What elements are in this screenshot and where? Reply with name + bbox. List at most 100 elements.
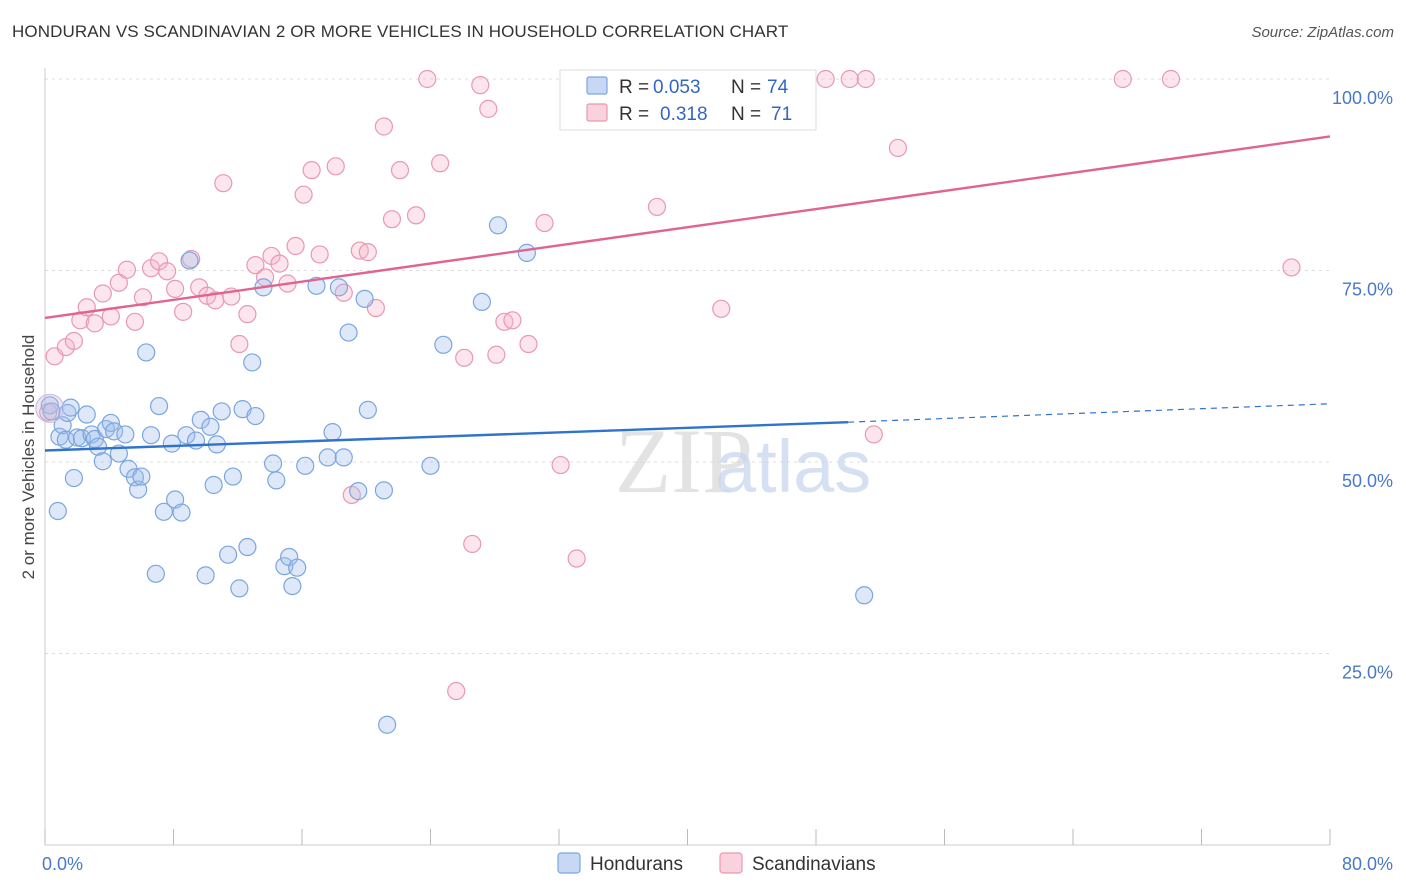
- honduran-point: [40, 396, 59, 415]
- honduran-point: [137, 343, 156, 362]
- cluster-point: [35, 393, 65, 423]
- bottom-legend-scandinavians: Scandinavians: [752, 854, 876, 875]
- scandinavian-point: [230, 334, 249, 354]
- legend-n-label: N =: [731, 104, 761, 125]
- honduran-point: [58, 403, 77, 423]
- honduran-point: [154, 502, 173, 521]
- honduran-point: [283, 576, 302, 596]
- scandinavian-point: [463, 534, 482, 554]
- honduran-point: [855, 586, 874, 605]
- scandinavian-point: [310, 245, 329, 264]
- honduran-point: [48, 501, 67, 521]
- x-tick-label: 0.0%: [42, 854, 83, 874]
- legend-n-label: N =: [731, 77, 761, 98]
- scandinavian-point: [519, 334, 538, 354]
- honduran-point: [42, 402, 61, 421]
- honduran-point: [212, 402, 231, 421]
- y-tick-label: 25.0%: [1342, 663, 1393, 683]
- honduran-point: [288, 558, 307, 577]
- honduran-point: [329, 278, 349, 297]
- axes: [44, 68, 1331, 846]
- scandinavian-point: [856, 69, 875, 89]
- honduran-point: [196, 566, 215, 585]
- scandinavian-point: [551, 455, 570, 475]
- honduran-point: [488, 216, 508, 235]
- scandinavian-point: [487, 345, 506, 364]
- scandinavian-point: [133, 288, 153, 307]
- honduran-point: [109, 444, 128, 463]
- scandinavian-point: [864, 425, 883, 444]
- bottom-legend-swatch-scandinavians: [719, 852, 743, 874]
- honduran-point: [72, 429, 92, 448]
- honduran-point: [61, 398, 80, 417]
- honduran-point: [104, 422, 124, 441]
- trend-lines: [44, 135, 1331, 452]
- scandinavian-point: [418, 69, 437, 89]
- scandinavian-point: [302, 161, 321, 180]
- chart-source: Source: ZipAtlas.com: [1251, 24, 1394, 41]
- honduran-point: [355, 289, 374, 308]
- scandinavian-point: [246, 256, 265, 275]
- y-tick-labels: 25.0% 50.0% 75.0% 100.0%: [1332, 88, 1393, 683]
- scandinavian-point: [270, 254, 289, 273]
- hondurans-trend-extension: [848, 403, 1331, 423]
- scandinavian-point: [382, 210, 402, 229]
- scandinavian-point: [1161, 69, 1181, 89]
- scandinavian-point: [455, 348, 474, 367]
- honduran-point: [434, 335, 453, 354]
- honduran-point: [296, 456, 315, 475]
- scandinavian-point: [157, 262, 177, 281]
- x-tick-labels: 0.0% 80.0%: [42, 854, 1393, 874]
- honduran-point: [243, 353, 262, 372]
- scandinavian-point: [567, 549, 586, 568]
- honduran-point: [68, 428, 87, 447]
- honduran-point: [374, 481, 394, 500]
- honduran-point: [318, 448, 337, 467]
- legend-r-value-hondurans: 0.053: [653, 77, 701, 98]
- honduran-point: [263, 454, 283, 473]
- chart-title: HONDURAN VS SCANDINAVIAN 2 OR MORE VEHIC…: [12, 22, 789, 41]
- honduran-point: [204, 475, 223, 495]
- bottom-legend-swatch-hondurans: [557, 852, 581, 874]
- legend-swatch-hondurans: [586, 76, 608, 95]
- grid-lines: [45, 78, 1330, 654]
- honduran-point: [177, 426, 196, 445]
- scandinavian-point: [1113, 69, 1132, 89]
- honduran-point: [201, 417, 220, 436]
- scandinavian-point: [85, 314, 104, 333]
- honduran-point: [472, 292, 491, 312]
- scandinavian-point: [406, 206, 426, 225]
- y-tick-label: 50.0%: [1342, 471, 1393, 491]
- y-tick-label: 75.0%: [1342, 280, 1393, 300]
- honduran-point: [180, 251, 199, 270]
- honduran-point: [378, 715, 397, 734]
- scandinavian-point: [888, 138, 908, 158]
- hondurans-trend-line: [44, 420, 849, 452]
- scandinavian-point: [503, 311, 522, 330]
- honduran-point: [191, 410, 210, 429]
- honduran-point: [349, 482, 368, 501]
- scandinavian-point: [93, 284, 112, 303]
- honduran-point: [64, 468, 84, 488]
- honduran-point: [149, 396, 169, 416]
- scandinavian-point: [1282, 258, 1301, 277]
- scandinavian-point: [326, 157, 345, 176]
- honduran-point: [141, 426, 161, 445]
- scandinavian-point: [431, 154, 450, 173]
- bottom-legend-hondurans: Hondurans: [590, 854, 683, 875]
- honduran-point: [172, 503, 191, 522]
- scandinavian-point: [712, 299, 731, 318]
- scandinavian-point: [64, 331, 84, 351]
- bottom-legend: Hondurans Scandinavians: [557, 852, 876, 875]
- scandinavian-point: [447, 681, 466, 701]
- honduran-point: [267, 471, 286, 490]
- scandinavian-point: [238, 305, 257, 324]
- scandinavians-trend-line: [44, 135, 1331, 320]
- legend-r-label: R =: [619, 77, 649, 98]
- honduran-point: [517, 243, 536, 262]
- scandinavian-point: [174, 302, 193, 321]
- honduran-point: [246, 406, 265, 426]
- scandinavian-point: [286, 236, 305, 256]
- honduran-point: [307, 276, 326, 295]
